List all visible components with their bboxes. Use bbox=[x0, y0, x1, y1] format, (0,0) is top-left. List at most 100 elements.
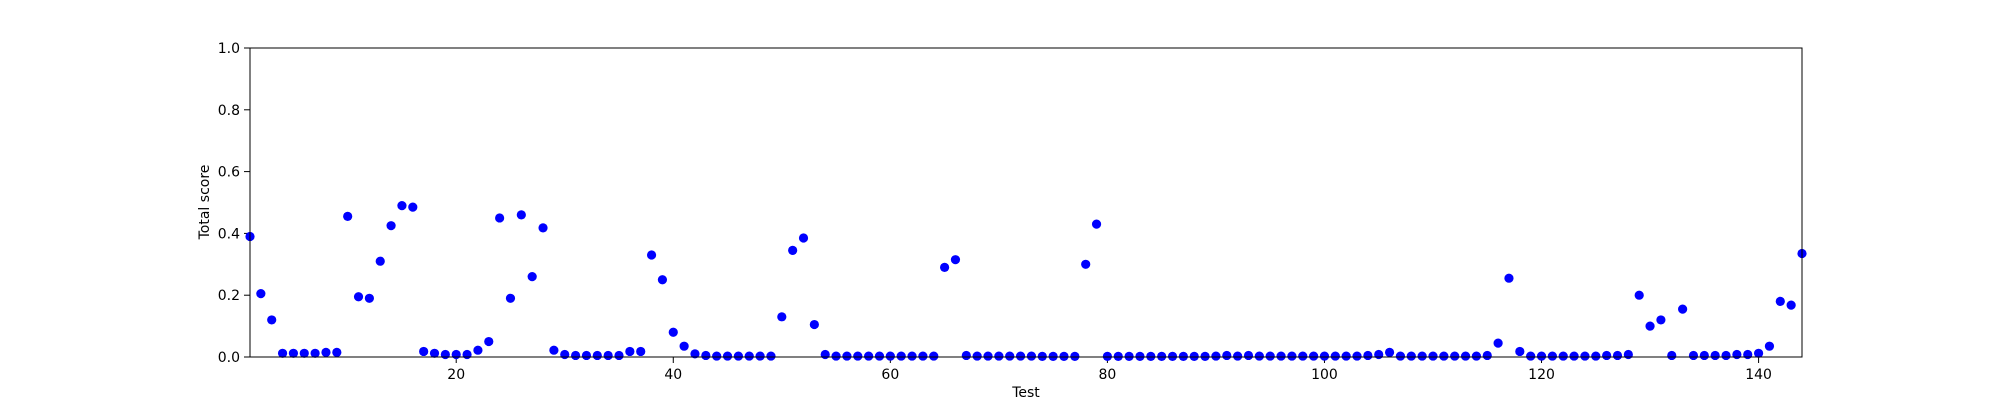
data-point bbox=[831, 351, 841, 361]
x-tick-label: 40 bbox=[664, 367, 682, 383]
data-point bbox=[907, 351, 917, 361]
data-point bbox=[1428, 351, 1438, 361]
x-tick-label: 60 bbox=[881, 367, 899, 383]
data-point bbox=[755, 351, 765, 361]
data-point bbox=[1753, 348, 1764, 358]
data-point bbox=[1569, 351, 1579, 361]
data-point bbox=[1667, 350, 1677, 361]
data-point bbox=[1265, 351, 1275, 361]
data-point bbox=[1005, 351, 1015, 361]
data-point bbox=[1471, 351, 1482, 361]
data-point bbox=[1504, 273, 1514, 283]
data-point bbox=[929, 351, 939, 361]
data-point bbox=[1493, 338, 1503, 348]
x-tick-label: 140 bbox=[1745, 367, 1772, 383]
data-point bbox=[1743, 349, 1753, 360]
data-point bbox=[820, 349, 830, 360]
data-point bbox=[1786, 300, 1796, 310]
data-point bbox=[1688, 350, 1699, 361]
data-point bbox=[1330, 351, 1340, 361]
data-point bbox=[256, 289, 266, 299]
data-point bbox=[429, 348, 440, 358]
data-point bbox=[1721, 350, 1731, 361]
data-point bbox=[1287, 351, 1297, 361]
data-point bbox=[451, 349, 461, 360]
data-point bbox=[1656, 315, 1666, 325]
data-point bbox=[1146, 351, 1156, 361]
data-point bbox=[842, 351, 852, 361]
data-point bbox=[581, 350, 592, 361]
data-point bbox=[484, 336, 494, 347]
data-point bbox=[549, 345, 559, 355]
data-point bbox=[1037, 351, 1047, 361]
data-point bbox=[1352, 351, 1362, 361]
data-point bbox=[419, 346, 429, 357]
data-point bbox=[625, 346, 635, 357]
data-point bbox=[310, 348, 320, 358]
data-point bbox=[733, 351, 743, 361]
data-point bbox=[397, 200, 407, 211]
data-point bbox=[1070, 351, 1080, 361]
data-point bbox=[1450, 351, 1460, 361]
data-point bbox=[809, 319, 819, 330]
data-point bbox=[1243, 350, 1254, 361]
data-point bbox=[527, 272, 537, 282]
data-point bbox=[592, 350, 602, 361]
data-point bbox=[798, 233, 809, 243]
data-point bbox=[1526, 351, 1536, 361]
data-point bbox=[722, 351, 733, 361]
data-point bbox=[1482, 350, 1492, 361]
data-point bbox=[408, 202, 418, 212]
data-point bbox=[1623, 349, 1633, 360]
data-point bbox=[277, 348, 288, 358]
x-tick-label: 80 bbox=[1098, 367, 1116, 383]
x-axis-ticks: 20 40 60 80 100 120 140 bbox=[447, 357, 1772, 383]
y-tick-label: 0.6 bbox=[218, 165, 240, 181]
data-point bbox=[1102, 351, 1112, 361]
data-point bbox=[603, 350, 613, 361]
data-point bbox=[538, 223, 548, 233]
data-point bbox=[267, 315, 277, 325]
data-point bbox=[570, 350, 581, 361]
data-point bbox=[1124, 351, 1134, 361]
data-point bbox=[1363, 350, 1373, 361]
data-point bbox=[918, 351, 928, 361]
data-point bbox=[1536, 351, 1547, 361]
data-point bbox=[1406, 351, 1416, 361]
data-point bbox=[766, 351, 776, 361]
data-point bbox=[712, 351, 722, 361]
x-axis-label: Test bbox=[1011, 385, 1040, 400]
data-point bbox=[1645, 321, 1655, 331]
data-point bbox=[288, 348, 299, 358]
data-point bbox=[864, 351, 874, 361]
data-point bbox=[1602, 350, 1612, 361]
data-point bbox=[972, 351, 982, 361]
data-point bbox=[1678, 304, 1688, 314]
data-point bbox=[940, 262, 950, 272]
data-points bbox=[245, 200, 1807, 361]
data-point bbox=[1460, 351, 1471, 361]
x-tick-label: 120 bbox=[1528, 367, 1555, 383]
data-point bbox=[1775, 296, 1785, 306]
data-point bbox=[744, 351, 754, 361]
data-point bbox=[1580, 351, 1590, 361]
data-point bbox=[961, 350, 971, 361]
data-point bbox=[1374, 349, 1384, 360]
data-point bbox=[1157, 351, 1167, 361]
data-point bbox=[777, 312, 787, 322]
data-point bbox=[343, 211, 353, 222]
data-point bbox=[560, 349, 570, 360]
data-point bbox=[853, 351, 863, 361]
data-point bbox=[505, 293, 516, 303]
y-tick-label: 0.2 bbox=[218, 288, 240, 304]
data-point bbox=[1189, 351, 1199, 361]
data-point bbox=[1059, 351, 1069, 361]
data-point bbox=[299, 348, 309, 358]
data-point bbox=[1710, 350, 1720, 361]
y-axis-ticks: 0.0 0.2 0.4 0.6 0.8 1.0 bbox=[218, 41, 250, 366]
plot-frame bbox=[249, 47, 1803, 358]
data-point bbox=[462, 349, 472, 360]
data-point bbox=[1026, 351, 1037, 361]
data-point bbox=[1341, 351, 1351, 361]
